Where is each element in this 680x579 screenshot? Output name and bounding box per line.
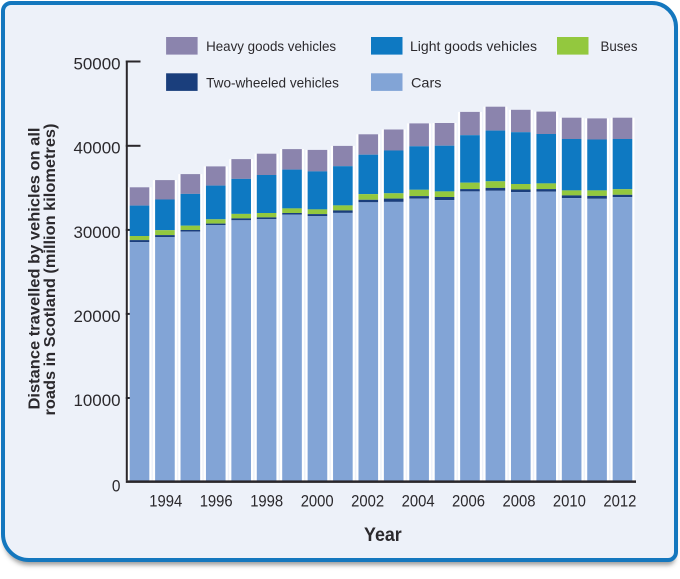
svg-text:20000: 20000 bbox=[74, 308, 121, 326]
svg-text:2008: 2008 bbox=[503, 492, 536, 510]
svg-text:1994: 1994 bbox=[149, 492, 182, 510]
svg-text:40000: 40000 bbox=[74, 140, 121, 158]
svg-text:Distance travelled by vehicles: Distance travelled by vehicles on all bbox=[27, 128, 44, 410]
svg-text:2000: 2000 bbox=[301, 492, 334, 510]
svg-text:1996: 1996 bbox=[200, 492, 233, 510]
svg-text:10000: 10000 bbox=[74, 392, 121, 410]
svg-text:2012: 2012 bbox=[603, 492, 636, 510]
svg-text:0: 0 bbox=[112, 478, 121, 496]
svg-text:Two-wheeled vehicles: Two-wheeled vehicles bbox=[206, 74, 339, 90]
svg-text:30000: 30000 bbox=[74, 224, 121, 242]
svg-text:2004: 2004 bbox=[402, 492, 435, 510]
svg-text:Buses: Buses bbox=[601, 38, 638, 54]
svg-text:2010: 2010 bbox=[553, 492, 586, 510]
svg-text:Cars: Cars bbox=[411, 74, 442, 90]
svg-text:2002: 2002 bbox=[351, 492, 384, 510]
svg-text:1998: 1998 bbox=[250, 492, 283, 510]
svg-text:roads in Scotland (million kil: roads in Scotland (million kilometres) bbox=[42, 124, 59, 416]
svg-text:2006: 2006 bbox=[452, 492, 485, 510]
svg-text:Light goods vehicles: Light goods vehicles bbox=[410, 38, 537, 54]
svg-text:50000: 50000 bbox=[74, 55, 121, 73]
svg-text:Year: Year bbox=[364, 525, 402, 546]
svg-text:Heavy goods vehicles: Heavy goods vehicles bbox=[206, 38, 336, 54]
